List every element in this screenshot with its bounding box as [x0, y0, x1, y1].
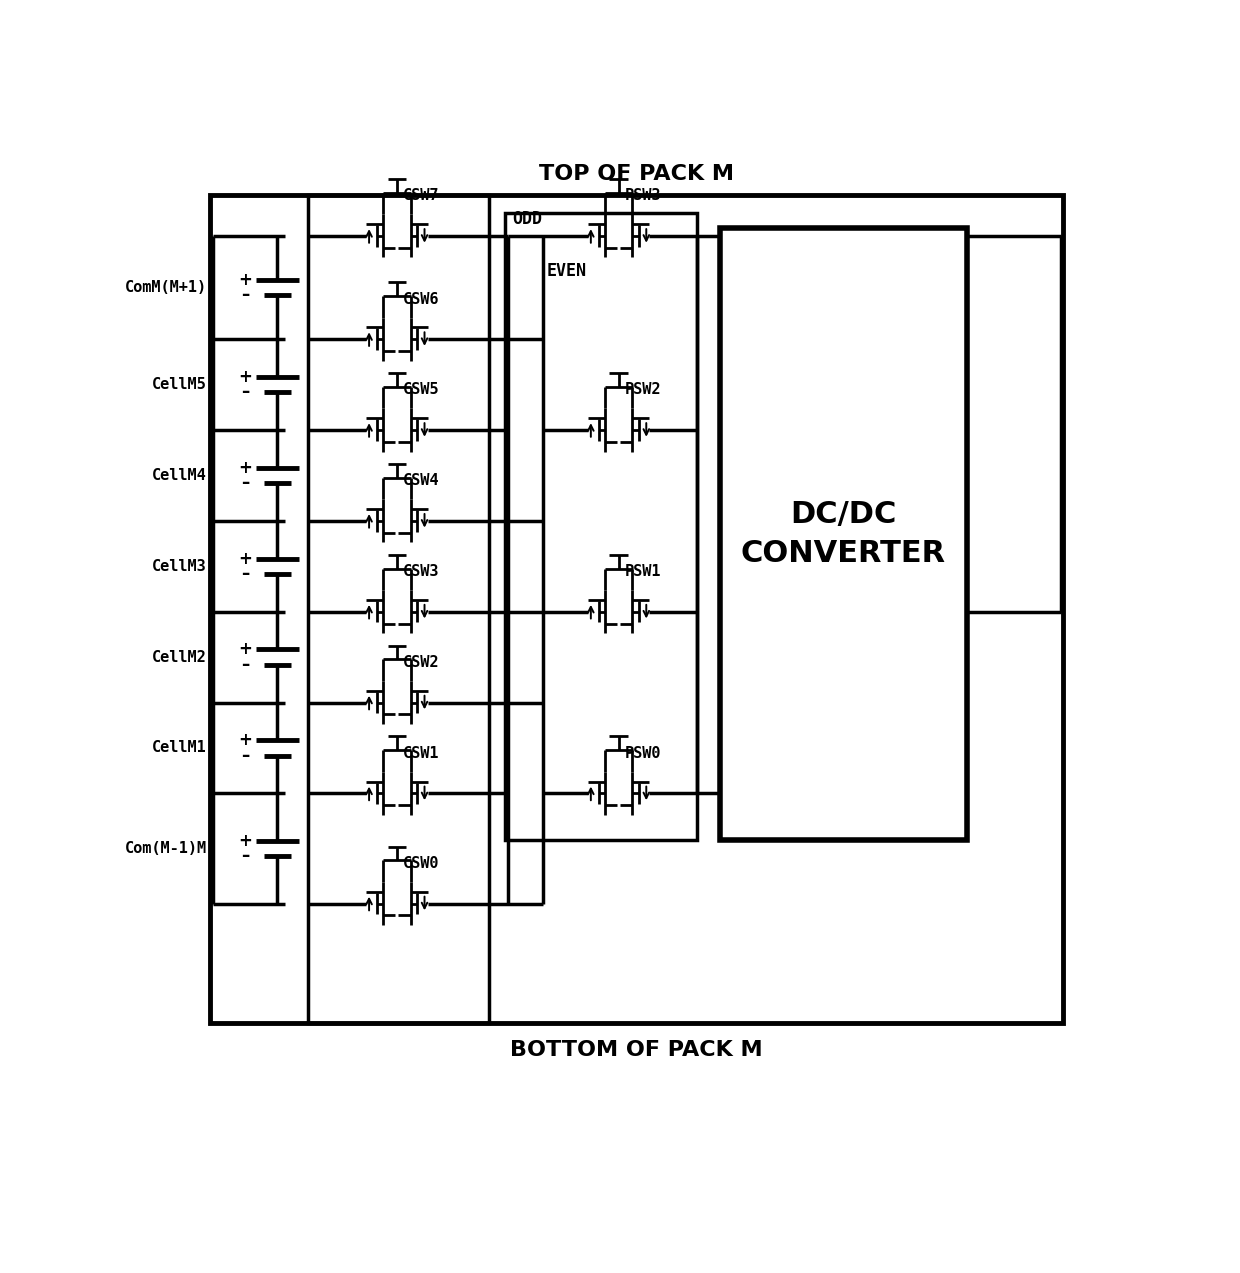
- Text: PSW3: PSW3: [625, 188, 661, 204]
- Text: –: –: [241, 847, 249, 866]
- Text: –: –: [241, 565, 249, 583]
- Text: PSW1: PSW1: [625, 564, 661, 579]
- Text: +: +: [238, 458, 252, 476]
- Text: TOP OF PACK M: TOP OF PACK M: [539, 164, 734, 185]
- Text: CSW0: CSW0: [403, 855, 439, 871]
- Bar: [720, 228, 967, 840]
- Bar: [309, 195, 490, 1023]
- Text: +: +: [238, 368, 252, 386]
- Text: PSW0: PSW0: [625, 746, 661, 761]
- Text: –: –: [241, 474, 249, 493]
- Text: CSW2: CSW2: [403, 656, 439, 670]
- Bar: [211, 195, 1063, 1023]
- Text: +: +: [238, 640, 252, 658]
- Text: CellM5: CellM5: [151, 377, 207, 392]
- Text: Com(M-1)M: Com(M-1)M: [124, 841, 207, 855]
- Text: CellM1: CellM1: [151, 741, 207, 755]
- Text: CSW1: CSW1: [403, 746, 439, 761]
- Text: CSW6: CSW6: [403, 292, 439, 307]
- Text: DC/DC
CONVERTER: DC/DC CONVERTER: [740, 500, 946, 568]
- Text: ComM(M+1): ComM(M+1): [124, 280, 207, 295]
- Text: +: +: [238, 831, 252, 850]
- Text: PSW2: PSW2: [625, 382, 661, 397]
- Text: +: +: [238, 550, 252, 568]
- Text: CellM4: CellM4: [151, 468, 207, 482]
- Text: CellM2: CellM2: [151, 649, 207, 665]
- Bar: [505, 213, 697, 840]
- Text: –: –: [241, 747, 249, 765]
- Text: BOTTOM OF PACK M: BOTTOM OF PACK M: [511, 1040, 763, 1060]
- Text: +: +: [238, 271, 252, 289]
- Text: –: –: [241, 286, 249, 304]
- Text: –: –: [241, 383, 249, 401]
- Text: CSW3: CSW3: [403, 564, 439, 579]
- Text: –: –: [241, 656, 249, 673]
- Text: CellM3: CellM3: [151, 559, 207, 574]
- Text: CSW4: CSW4: [403, 474, 439, 489]
- Text: ODD: ODD: [512, 210, 542, 228]
- Text: +: +: [238, 731, 252, 750]
- Text: EVEN: EVEN: [547, 262, 587, 280]
- Text: CSW7: CSW7: [403, 188, 439, 204]
- Text: CSW5: CSW5: [403, 382, 439, 397]
